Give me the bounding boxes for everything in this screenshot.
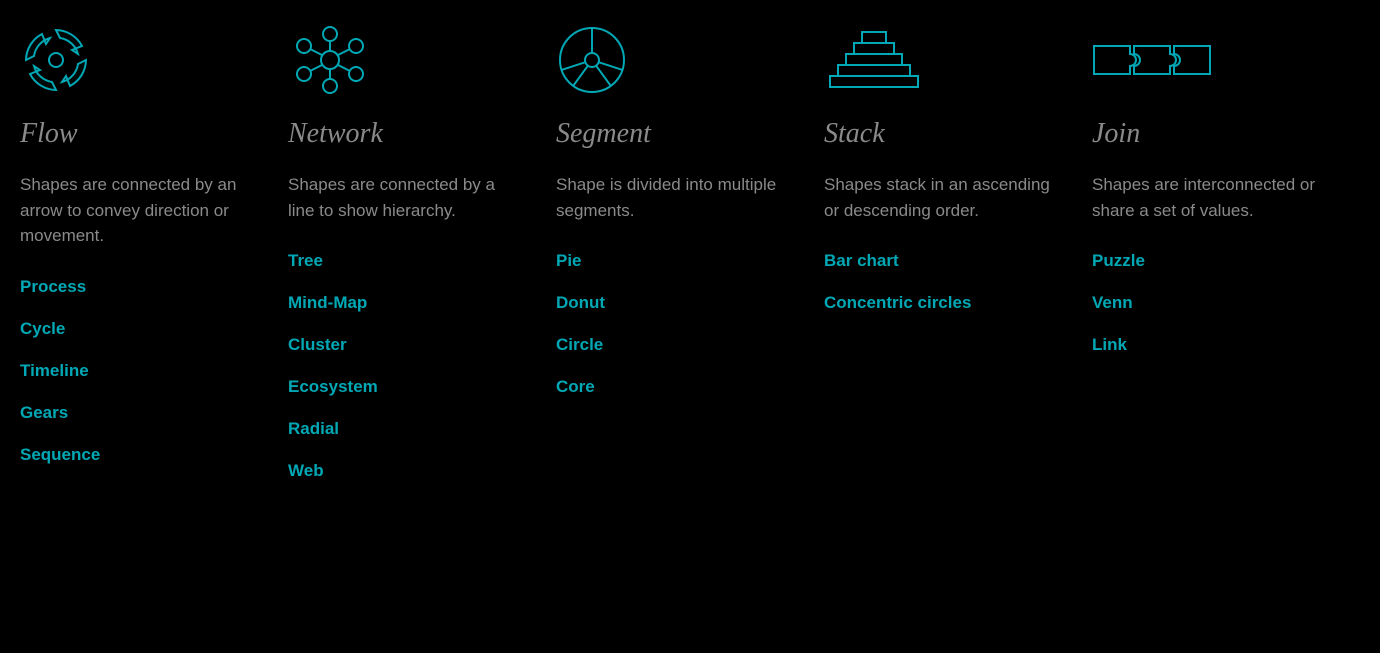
link-gears[interactable]: Gears <box>20 403 258 423</box>
link-mind-map[interactable]: Mind-Map <box>288 293 526 313</box>
flow-description: Shapes are connected by an arrow to conv… <box>20 172 258 249</box>
stack-title: Stack <box>824 118 1062 150</box>
segment-title: Segment <box>556 118 794 150</box>
link-circle[interactable]: Circle <box>556 335 794 355</box>
flow-links: Process Cycle Timeline Gears Sequence <box>20 277 258 465</box>
stack-links: Bar chart Concentric circles <box>824 251 1062 313</box>
link-bar-chart[interactable]: Bar chart <box>824 251 1062 271</box>
link-link[interactable]: Link <box>1092 335 1330 355</box>
flow-icon <box>20 20 258 100</box>
link-pie[interactable]: Pie <box>556 251 794 271</box>
category-stack: Stack Shapes stack in an ascending or de… <box>824 20 1092 481</box>
link-puzzle[interactable]: Puzzle <box>1092 251 1330 271</box>
category-network: Network Shapes are connected by a line t… <box>288 20 556 481</box>
category-flow: Flow Shapes are connected by an arrow to… <box>20 20 288 481</box>
link-cycle[interactable]: Cycle <box>20 319 258 339</box>
link-ecosystem[interactable]: Ecosystem <box>288 377 526 397</box>
join-icon <box>1092 20 1330 100</box>
category-join: Join Shapes are interconnected or share … <box>1092 20 1360 481</box>
link-tree[interactable]: Tree <box>288 251 526 271</box>
link-process[interactable]: Process <box>20 277 258 297</box>
link-core[interactable]: Core <box>556 377 794 397</box>
network-links: Tree Mind-Map Cluster Ecosystem Radial W… <box>288 251 526 481</box>
flow-title: Flow <box>20 118 258 150</box>
link-venn[interactable]: Venn <box>1092 293 1330 313</box>
stack-icon <box>824 20 1062 100</box>
stack-description: Shapes stack in an ascending or descendi… <box>824 172 1062 223</box>
link-donut[interactable]: Donut <box>556 293 794 313</box>
join-title: Join <box>1092 118 1330 150</box>
link-sequence[interactable]: Sequence <box>20 445 258 465</box>
category-segment: Segment Shape is divided into multiple s… <box>556 20 824 481</box>
network-description: Shapes are connected by a line to show h… <box>288 172 526 223</box>
link-timeline[interactable]: Timeline <box>20 361 258 381</box>
network-title: Network <box>288 118 526 150</box>
segment-description: Shape is divided into multiple segments. <box>556 172 794 223</box>
segment-icon <box>556 20 794 100</box>
join-links: Puzzle Venn Link <box>1092 251 1330 355</box>
link-radial[interactable]: Radial <box>288 419 526 439</box>
categories-row: Flow Shapes are connected by an arrow to… <box>20 20 1360 481</box>
link-web[interactable]: Web <box>288 461 526 481</box>
join-description: Shapes are interconnected or share a set… <box>1092 172 1330 223</box>
link-concentric-circles[interactable]: Concentric circles <box>824 293 1062 313</box>
segment-links: Pie Donut Circle Core <box>556 251 794 397</box>
link-cluster[interactable]: Cluster <box>288 335 526 355</box>
network-icon <box>288 20 526 100</box>
